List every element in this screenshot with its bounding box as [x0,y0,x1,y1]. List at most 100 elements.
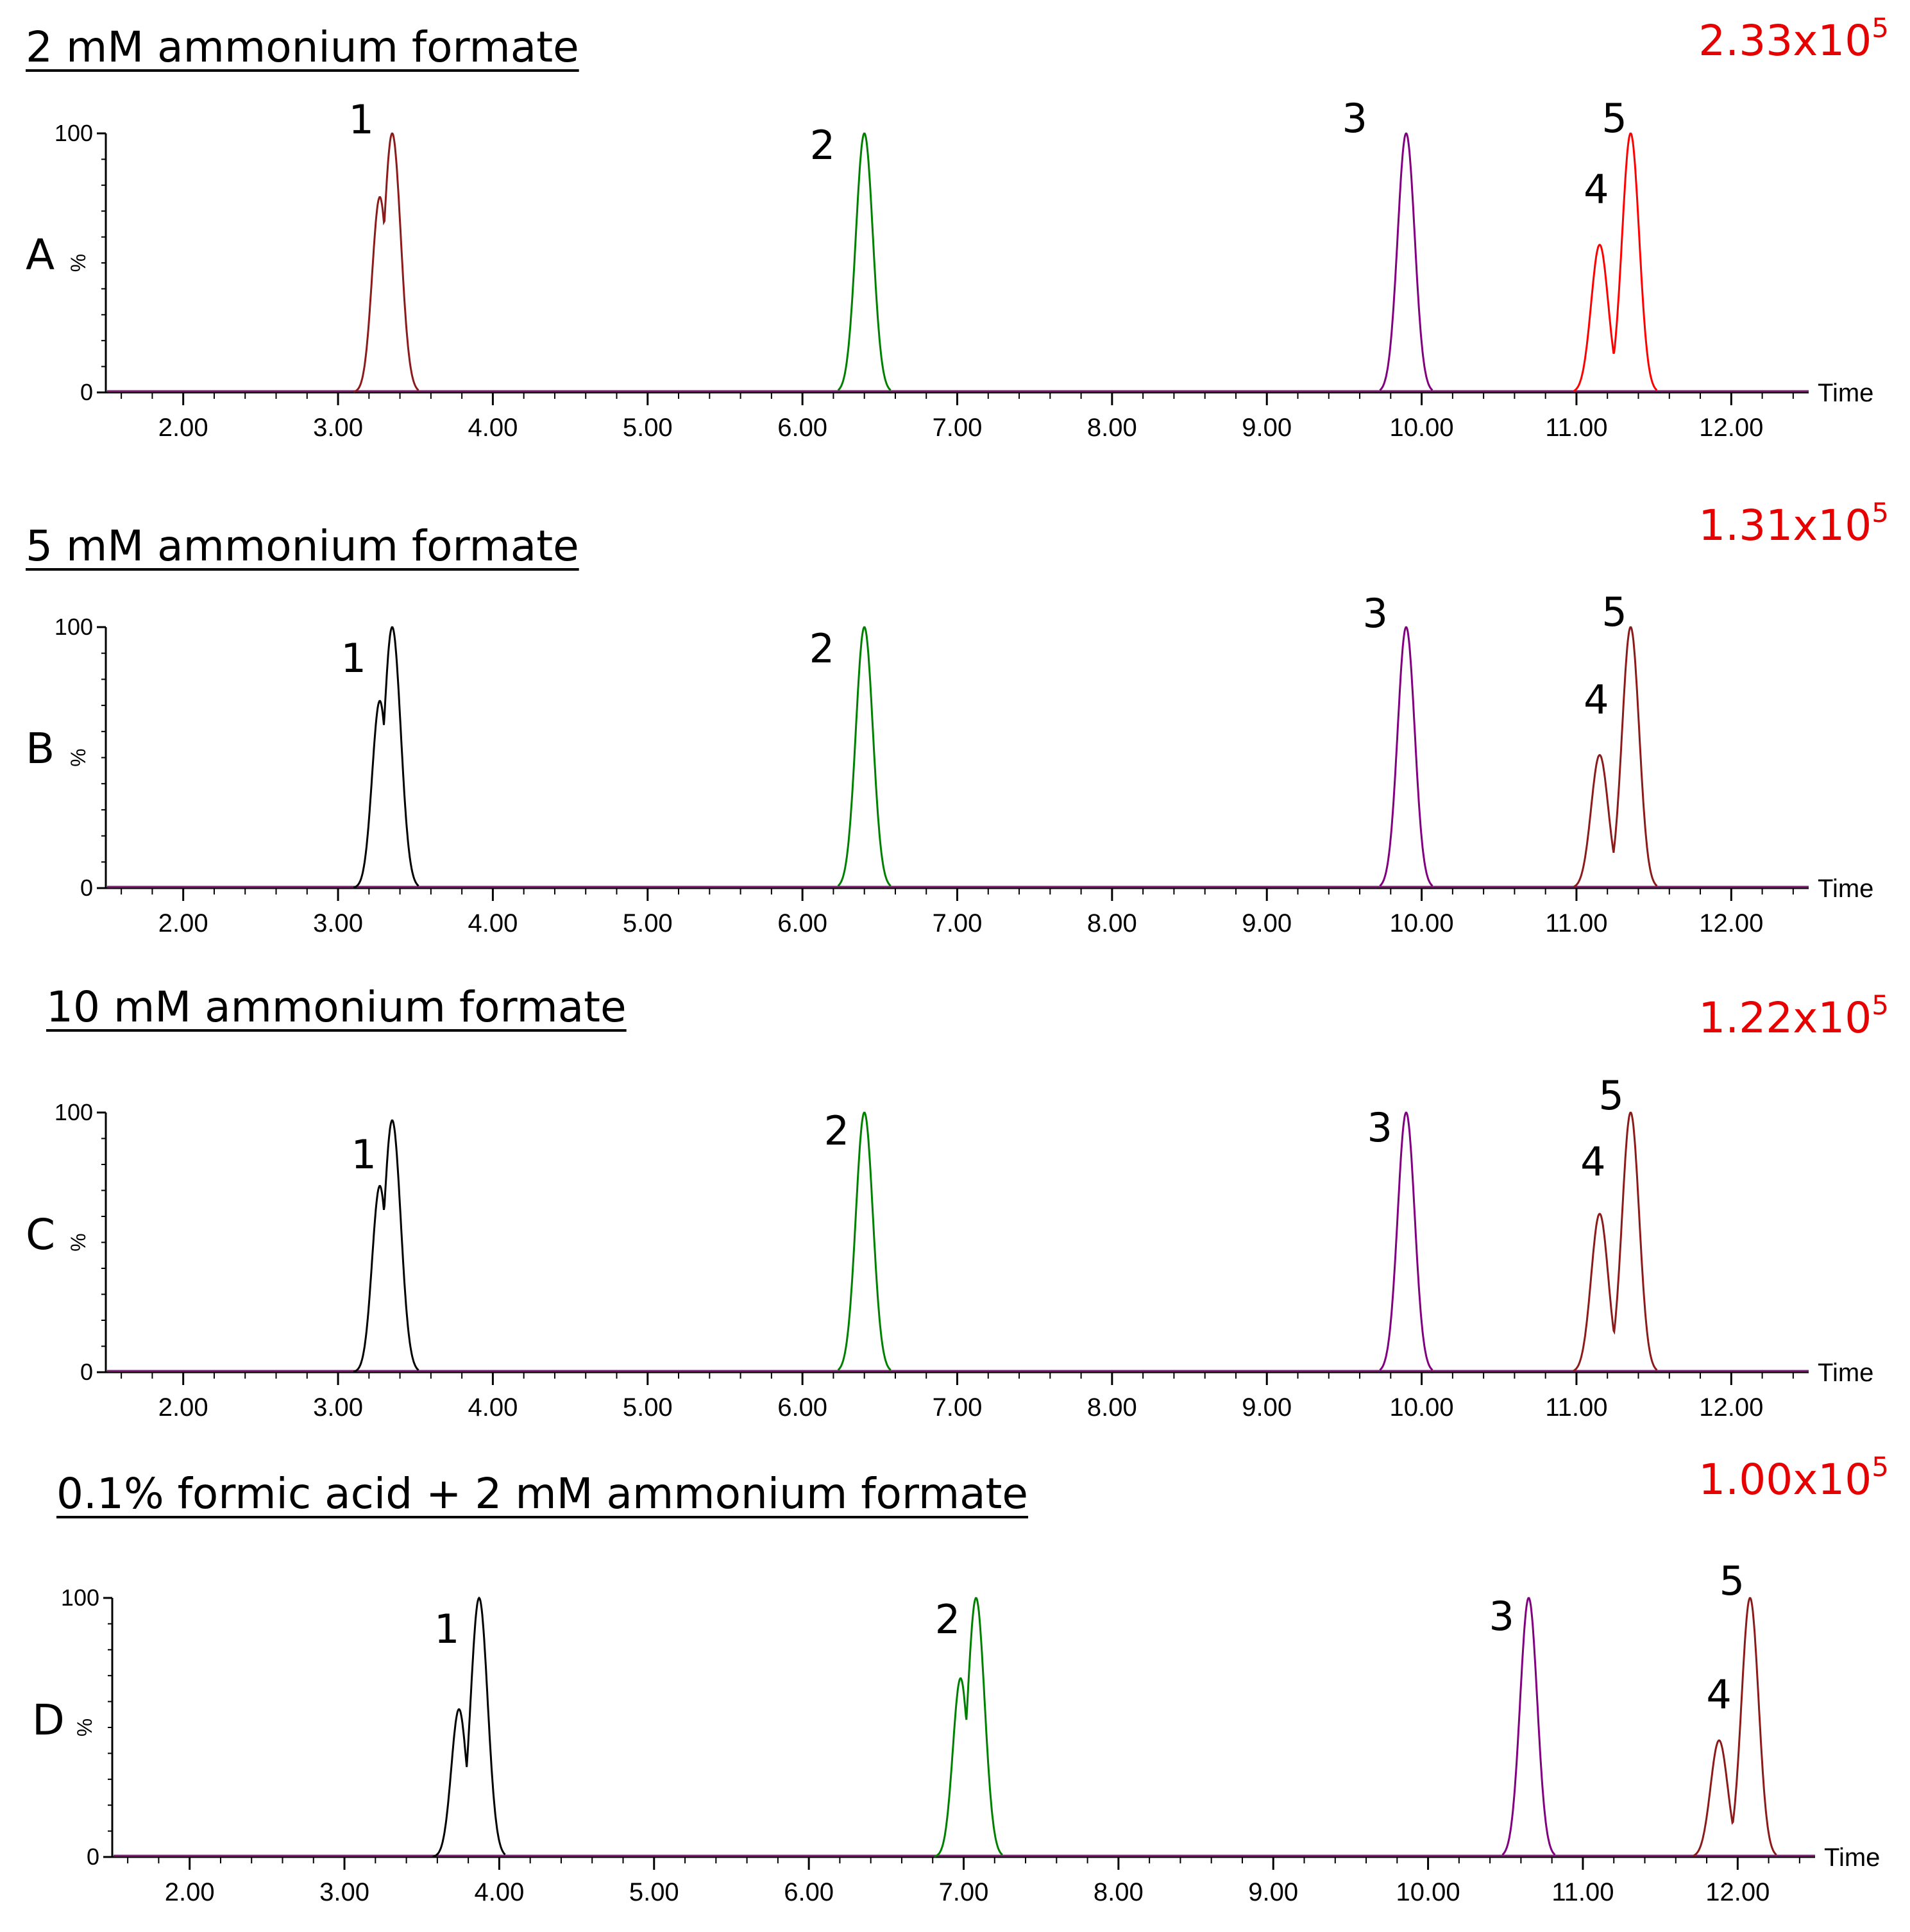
chart-panel-c: 10 mM ammonium formate 1.22x105C1000%2.00… [26,982,1889,1422]
x-tick-label: 10.00 [1390,909,1454,937]
x-tick-label: 2.00 [158,1393,208,1422]
y-tick-label: 0 [80,875,93,901]
x-tick-label: 6.00 [777,1393,827,1422]
x-tick-label: 7.00 [939,1878,989,1906]
x-tick-label: 5.00 [623,1393,673,1422]
x-tick-label: 10.00 [1390,414,1454,442]
x-tick-label: 9.00 [1242,1393,1292,1422]
peak-trace-2 [934,1597,1003,1858]
intensity-exponent: 5 [1872,497,1889,528]
x-tick-label: 6.00 [784,1878,834,1906]
y-tick-label: 0 [80,1359,93,1385]
peak-trace-1 [353,626,419,889]
x-tick-label: 12.00 [1705,1878,1770,1906]
peak-trace-2 [837,626,892,887]
peak-label-2: 2 [810,122,835,169]
peak-label-1: 1 [349,96,374,143]
peak-trace-4-5 [1573,626,1658,888]
peak-label-5: 5 [1720,1558,1745,1604]
peak-trace-1 [353,1119,419,1373]
x-tick-label: 4.00 [468,1393,518,1422]
x-axis-label: Time [1818,1359,1873,1387]
peak-label-1: 1 [351,1131,376,1178]
y-tick-label: 100 [55,120,93,146]
x-axis-label: Time [1818,379,1873,407]
x-tick-label: 6.00 [777,414,827,442]
x-tick-label: 5.00 [623,414,673,442]
x-tick-label: 10.00 [1396,1878,1460,1906]
peak-label-5: 5 [1602,95,1627,142]
x-tick-label: 10.00 [1390,1393,1454,1422]
x-tick-label: 4.00 [468,909,518,937]
x-tick-label: 3.00 [319,1878,369,1906]
panel-title: 10 mM ammonium formate [46,982,627,1032]
peak-trace-2 [837,132,892,391]
y-tick-label: 100 [61,1584,99,1611]
x-tick-label: 2.00 [165,1878,215,1906]
peak-label-4: 4 [1706,1671,1731,1718]
intensity-label: 1.22x105 [1698,989,1889,1043]
y-axis-label: % [67,748,90,766]
intensity-mantissa: 2.33x10 [1698,16,1872,65]
peak-trace-3 [1379,1111,1433,1371]
y-axis-label: % [67,254,90,272]
peak-label-1: 1 [434,1606,459,1652]
x-tick-label: 9.00 [1248,1878,1298,1906]
x-tick-label: 3.00 [313,909,363,937]
x-tick-label: 9.00 [1242,414,1292,442]
x-tick-label: 6.00 [777,909,827,937]
peak-label-2: 2 [935,1596,960,1643]
peak-label-4: 4 [1584,166,1609,213]
y-tick-label: 100 [55,1099,93,1125]
x-tick-label: 3.00 [313,414,363,442]
x-tick-label: 12.00 [1699,414,1763,442]
x-tick-label: 7.00 [933,1393,983,1422]
x-tick-label: 12.00 [1699,909,1763,937]
peak-label-3: 3 [1362,590,1387,637]
intensity-exponent: 5 [1872,989,1889,1021]
peak-label-2: 2 [824,1107,849,1154]
peak-label-3: 3 [1367,1104,1392,1151]
x-tick-label: 2.00 [158,414,208,442]
peak-trace-4-5 [1573,1111,1658,1372]
intensity-label: 2.33x105 [1698,12,1889,65]
peak-label-3: 3 [1342,95,1367,142]
intensity-label: 1.31x105 [1698,497,1889,550]
x-axis-label: Time [1824,1844,1880,1872]
panel-title: 2 mM ammonium formate [26,22,579,72]
x-tick-label: 11.00 [1545,414,1607,442]
x-tick-label: 8.00 [1094,1878,1144,1906]
peak-trace-4-5 [1573,132,1658,392]
x-tick-label: 5.00 [629,1878,679,1906]
peak-trace-2 [837,1111,892,1371]
y-axis-label: % [73,1718,96,1736]
y-tick-label: 0 [80,379,93,405]
x-tick-label: 9.00 [1242,909,1292,937]
panel-letter: D [32,1695,65,1745]
intensity-exponent: 5 [1872,12,1889,44]
y-axis-label: % [67,1233,90,1251]
y-tick-label: 0 [87,1844,99,1870]
x-tick-label: 11.00 [1551,1878,1614,1906]
x-tick-label: 4.00 [468,414,518,442]
x-tick-label: 8.00 [1087,1393,1137,1422]
intensity-mantissa: 1.31x10 [1698,501,1872,550]
peak-label-1: 1 [341,635,366,682]
x-tick-label: 11.00 [1545,909,1607,937]
peak-trace-3 [1379,626,1433,887]
intensity-mantissa: 1.00x10 [1698,1455,1872,1504]
intensity-exponent: 5 [1872,1451,1889,1483]
panel-title: 0.1% formic acid + 2 mM ammonium formate [56,1469,1028,1518]
x-tick-label: 2.00 [158,909,208,937]
peak-trace-4-5 [1692,1597,1777,1857]
peak-label-5: 5 [1598,1072,1623,1119]
x-tick-label: 3.00 [313,1393,363,1422]
peak-label-4: 4 [1584,676,1609,723]
peak-label-5: 5 [1602,589,1627,635]
x-tick-label: 11.00 [1545,1393,1607,1422]
peak-trace-1 [353,132,419,393]
